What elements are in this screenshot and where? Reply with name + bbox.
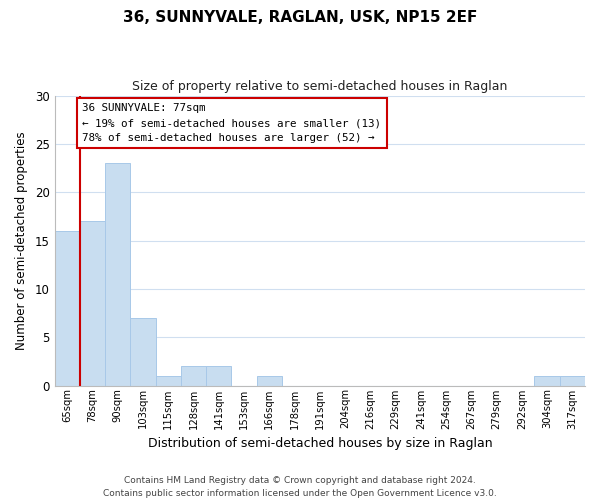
- Bar: [80, 221, 105, 386]
- Bar: [535, 376, 560, 386]
- Bar: [257, 376, 282, 386]
- Bar: [206, 366, 232, 386]
- Bar: [105, 163, 130, 386]
- Title: Size of property relative to semi-detached houses in Raglan: Size of property relative to semi-detach…: [132, 80, 508, 93]
- Text: 36, SUNNYVALE, RAGLAN, USK, NP15 2EF: 36, SUNNYVALE, RAGLAN, USK, NP15 2EF: [123, 10, 477, 25]
- Bar: [181, 366, 206, 386]
- Bar: [155, 376, 181, 386]
- X-axis label: Distribution of semi-detached houses by size in Raglan: Distribution of semi-detached houses by …: [148, 437, 492, 450]
- Bar: [560, 376, 585, 386]
- Text: Contains HM Land Registry data © Crown copyright and database right 2024.
Contai: Contains HM Land Registry data © Crown c…: [103, 476, 497, 498]
- Text: 36 SUNNYVALE: 77sqm
← 19% of semi-detached houses are smaller (13)
78% of semi-d: 36 SUNNYVALE: 77sqm ← 19% of semi-detach…: [82, 104, 382, 143]
- Bar: [130, 318, 155, 386]
- Bar: [55, 231, 80, 386]
- Y-axis label: Number of semi-detached properties: Number of semi-detached properties: [15, 131, 28, 350]
